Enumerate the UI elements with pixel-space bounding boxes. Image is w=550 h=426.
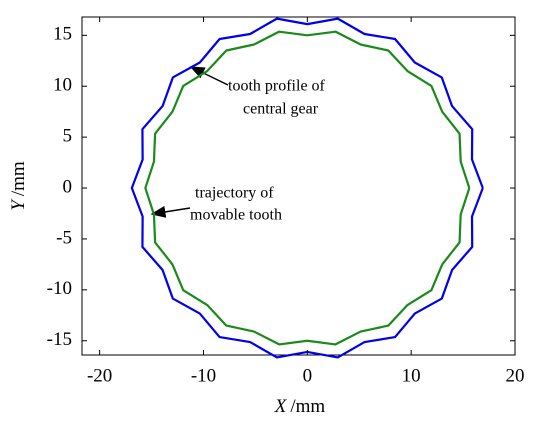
x-axis-label: X/mm — [274, 396, 326, 417]
annotation-arrow — [150, 205, 191, 218]
y-tick-label: -10 — [47, 278, 72, 299]
x-tick-label: 0 — [303, 365, 313, 386]
x-tick-label: 10 — [402, 365, 421, 386]
x-axis-symbol: X — [274, 396, 288, 417]
y-axis-label: Y/mm — [8, 161, 29, 211]
y-tick-label: -15 — [47, 329, 72, 350]
x-axis-unit: /mm — [290, 396, 325, 417]
annotation: central gear — [243, 101, 319, 118]
curve — [130, 17, 484, 359]
x-tick-label: -10 — [191, 365, 216, 386]
y-tick-label: 10 — [53, 75, 72, 96]
plot-frame — [81, 16, 516, 356]
annotation: movable tooth — [190, 207, 282, 224]
y-tick-label: 0 — [63, 176, 73, 197]
curve — [144, 30, 471, 346]
y-tick-label: -5 — [56, 227, 72, 248]
y-tick-label: 5 — [63, 125, 73, 146]
annotation-arrow — [189, 66, 229, 86]
annotation: trajectory of — [195, 185, 274, 202]
y-tick-label: 15 — [53, 24, 72, 45]
x-tick-label: -20 — [87, 365, 112, 386]
y-axis-symbol: Y — [8, 198, 29, 211]
annotation: tooth profile of — [228, 78, 326, 95]
y-axis-unit: /mm — [8, 161, 29, 196]
x-tick-label: 20 — [506, 365, 525, 386]
